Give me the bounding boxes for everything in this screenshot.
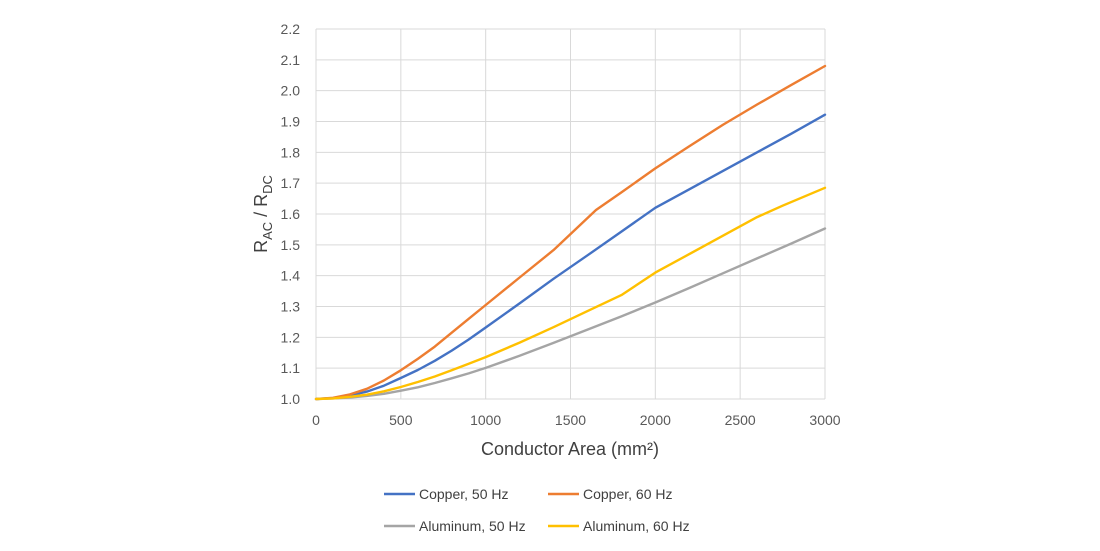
y-tick-label: 2.0: [281, 83, 301, 99]
x-tick-label: 3000: [809, 412, 840, 428]
x-tick-label: 500: [389, 412, 413, 428]
y-tick-label: 1.8: [281, 144, 301, 160]
series-line-copper-60-hz: [314, 64, 827, 401]
y-axis-title-main: R: [251, 240, 271, 253]
legend-label-copper-50-hz: Copper, 50 Hz: [419, 486, 509, 502]
series-lines: [314, 64, 827, 401]
y-tick-label: 1.7: [281, 175, 301, 191]
y-tick-label: 1.2: [281, 329, 301, 345]
x-tick-label: 0: [312, 412, 320, 428]
x-axis-ticks: 0 500 1000 1500 2000 2500 3000: [312, 412, 841, 428]
y-axis-title-sub-ac: AC: [260, 222, 275, 240]
y-tick-label: 1.6: [281, 206, 301, 222]
y-tick-label: 1.9: [281, 114, 301, 130]
series-line-aluminum-60-hz: [314, 186, 827, 401]
y-tick-label: 1.1: [281, 360, 301, 376]
legend-label-aluminum-50-hz: Aluminum, 50 Hz: [419, 518, 526, 534]
x-tick-label: 2000: [640, 412, 671, 428]
series-line-aluminum-50-hz: [314, 227, 827, 401]
y-tick-label: 1.0: [281, 391, 301, 407]
legend-label-copper-60-hz: Copper, 60 Hz: [583, 486, 673, 502]
legend-label-aluminum-60-hz: Aluminum, 60 Hz: [583, 518, 690, 534]
x-tick-label: 1000: [470, 412, 501, 428]
y-axis-title: RAC / RDC: [251, 175, 275, 253]
grid: [315, 28, 826, 400]
y-tick-label: 1.5: [281, 237, 301, 253]
y-tick-label: 2.1: [281, 52, 301, 68]
x-tick-label: 1500: [555, 412, 586, 428]
y-tick-label: 1.3: [281, 299, 301, 315]
y-tick-label: 1.4: [281, 268, 301, 284]
series-line-copper-50-hz: [314, 113, 827, 401]
y-tick-label: 2.2: [281, 21, 301, 37]
y-axis-title-sub-dc: DC: [260, 175, 275, 194]
legend: Copper, 50 Hz Copper, 60 Hz Aluminum, 50 H…: [384, 486, 690, 534]
x-tick-label: 2500: [725, 412, 756, 428]
x-axis-title: Conductor Area (mm²): [481, 439, 659, 459]
y-axis-title-sep: / R: [251, 194, 271, 222]
y-axis-ticks: 1.0 1.1 1.2 1.3 1.4 1.5 1.6 1.7 1.8 1.9 2.0 2.1 2.2: [281, 21, 301, 407]
